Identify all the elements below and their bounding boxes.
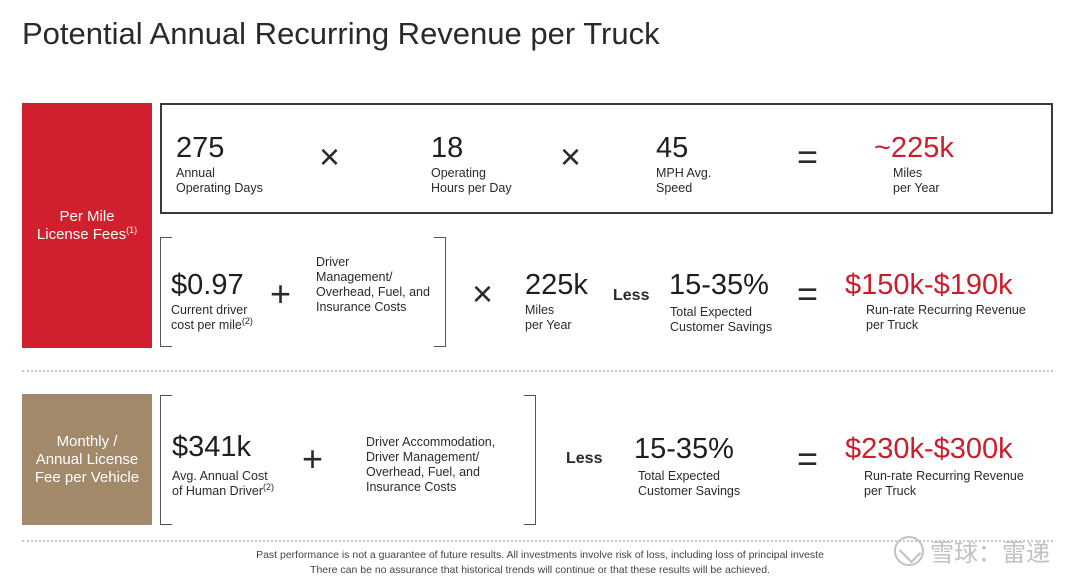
monthly-label-line1: Monthly / (56, 432, 118, 450)
driver-cost-label-line2: cost per mile (171, 318, 242, 332)
monthly-label-line3: Fee per Vehicle (34, 468, 140, 486)
equals-operator-1: = (797, 136, 819, 177)
human-driver-cost-note: (2) (263, 481, 274, 492)
mph-value: 45 (656, 132, 689, 164)
watermark-logo-icon (894, 535, 924, 566)
human-driver-cost-line1: Avg. Annual Cost (172, 469, 268, 483)
operating-hours-label: Operating Hours per Day (431, 166, 512, 196)
footer-disclaimer-line2: There can be no assurance that historica… (310, 564, 770, 576)
left-bracket-row2 (160, 237, 172, 347)
plus-operator-2: + (302, 438, 324, 479)
operating-days-label-line2: Operating Days (176, 181, 263, 195)
operating-days-label-line1: Annual (176, 166, 215, 180)
right-bracket-row3 (524, 395, 536, 525)
per-mile-label-line1: Per Mile (59, 207, 115, 225)
operating-days-label: Annual Operating Days (176, 166, 263, 196)
overhead-costs-line1: Driver (316, 255, 350, 269)
savings-label-row2-line1: Total Expected (670, 305, 752, 319)
equals-operator-2: = (797, 273, 819, 314)
times-operator-1: × (319, 136, 341, 177)
savings-value-row3: 15-35% (634, 433, 734, 465)
revenue-result-row3: $230k-$300k (845, 433, 1013, 465)
left-bracket-row3 (160, 395, 172, 525)
miles-per-year-result-label: Miles per Year (893, 166, 940, 196)
overhead-costs-line2: Management/ (316, 270, 393, 284)
revenue-result-row2-line1: Run-rate Recurring Revenue (866, 303, 1026, 317)
times-operator-2: × (560, 136, 582, 177)
times-operator-3: × (472, 273, 494, 314)
accommodation-costs-line2: Driver Management/ (366, 450, 480, 464)
human-driver-cost-line2: of Human Driver (172, 484, 263, 498)
revenue-result-row2-label: Run-rate Recurring Revenue per Truck (866, 303, 1026, 333)
mph-label-line1: MPH Avg. (656, 166, 712, 180)
mph-label-line2: Speed (656, 181, 693, 195)
savings-label-row2: Total Expected Customer Savings (670, 305, 772, 335)
savings-value-row2: 15-35% (669, 269, 769, 301)
savings-label-row3-line2: Customer Savings (638, 484, 741, 498)
overhead-costs-line3: Overhead, Fuel, and (316, 285, 430, 299)
miles-per-year-result-line1: Miles (893, 166, 923, 180)
less-label-row3: Less (566, 450, 603, 467)
per-mile-label-note: (1) (126, 224, 138, 235)
accommodation-costs-line3: Overhead, Fuel, and (366, 465, 480, 479)
revenue-result-row3-line2: per Truck (864, 484, 917, 498)
driver-cost-value: $0.97 (171, 269, 244, 301)
footer-disclaimer-line1: Past performance is not a guarantee of f… (256, 549, 824, 561)
revenue-result-row2-line2: per Truck (866, 318, 919, 332)
accommodation-costs-line1: Driver Accommodation, (366, 435, 496, 449)
savings-label-row3: Total Expected Customer Savings (638, 469, 740, 499)
monthly-license-label-box: Monthly / Annual License Fee per Vehicle (22, 394, 152, 525)
miles-calculation-box (160, 103, 1053, 214)
savings-label-row3-line1: Total Expected (638, 469, 720, 483)
overhead-costs-line4: Insurance Costs (316, 300, 407, 314)
page-title: Potential Annual Recurring Revenue per T… (22, 16, 660, 51)
mph-label: MPH Avg. Speed (656, 166, 711, 196)
per-mile-label-line2: License Fees (36, 225, 127, 243)
driver-cost-label-line1: Current driver (171, 303, 248, 317)
driver-cost-label: Current driver cost per mile(2) (171, 303, 253, 333)
operating-hours-label-line2: Hours per Day (431, 181, 512, 195)
savings-label-row2-line2: Customer Savings (670, 320, 773, 334)
revenue-result-row3-label: Run-rate Recurring Revenue per Truck (864, 469, 1024, 499)
less-label-row2: Less (613, 287, 650, 304)
watermark: 雪球：雷递 (894, 533, 1050, 568)
miles-value-row2: 225k (525, 269, 588, 301)
right-bracket-row2 (434, 237, 446, 347)
miles-label-row2: Miles per Year (525, 303, 572, 333)
revenue-result-row2: $150k-$190k (845, 269, 1013, 301)
driver-cost-note: (2) (241, 315, 253, 326)
accommodation-costs-line4: Insurance Costs (366, 480, 457, 494)
miles-per-year-result: ~225k (874, 132, 954, 164)
monthly-label-line2: Annual License (35, 450, 139, 468)
watermark-text: 雪球：雷递 (930, 540, 1050, 567)
human-driver-cost-value: $341k (172, 431, 252, 463)
section-divider (22, 370, 1053, 372)
miles-label-row2-line1: Miles (525, 303, 555, 317)
footer-divider (22, 540, 1053, 542)
revenue-result-row3-line1: Run-rate Recurring Revenue (864, 469, 1024, 483)
operating-hours-label-line1: Operating (431, 166, 486, 180)
operating-days-value: 275 (176, 132, 225, 164)
miles-per-year-result-line2: per Year (893, 181, 940, 195)
overhead-costs-label: Driver Management/ Overhead, Fuel, and I… (316, 255, 430, 315)
operating-hours-value: 18 (431, 132, 464, 164)
plus-operator-1: + (270, 273, 292, 314)
equals-operator-3: = (797, 438, 819, 479)
per-mile-label-box: Per Mile License Fees(1) (22, 103, 152, 348)
accommodation-costs-label: Driver Accommodation, Driver Management/… (366, 435, 495, 495)
human-driver-cost-label: Avg. Annual Cost of Human Driver(2) (172, 469, 274, 499)
miles-label-row2-line2: per Year (525, 318, 572, 332)
